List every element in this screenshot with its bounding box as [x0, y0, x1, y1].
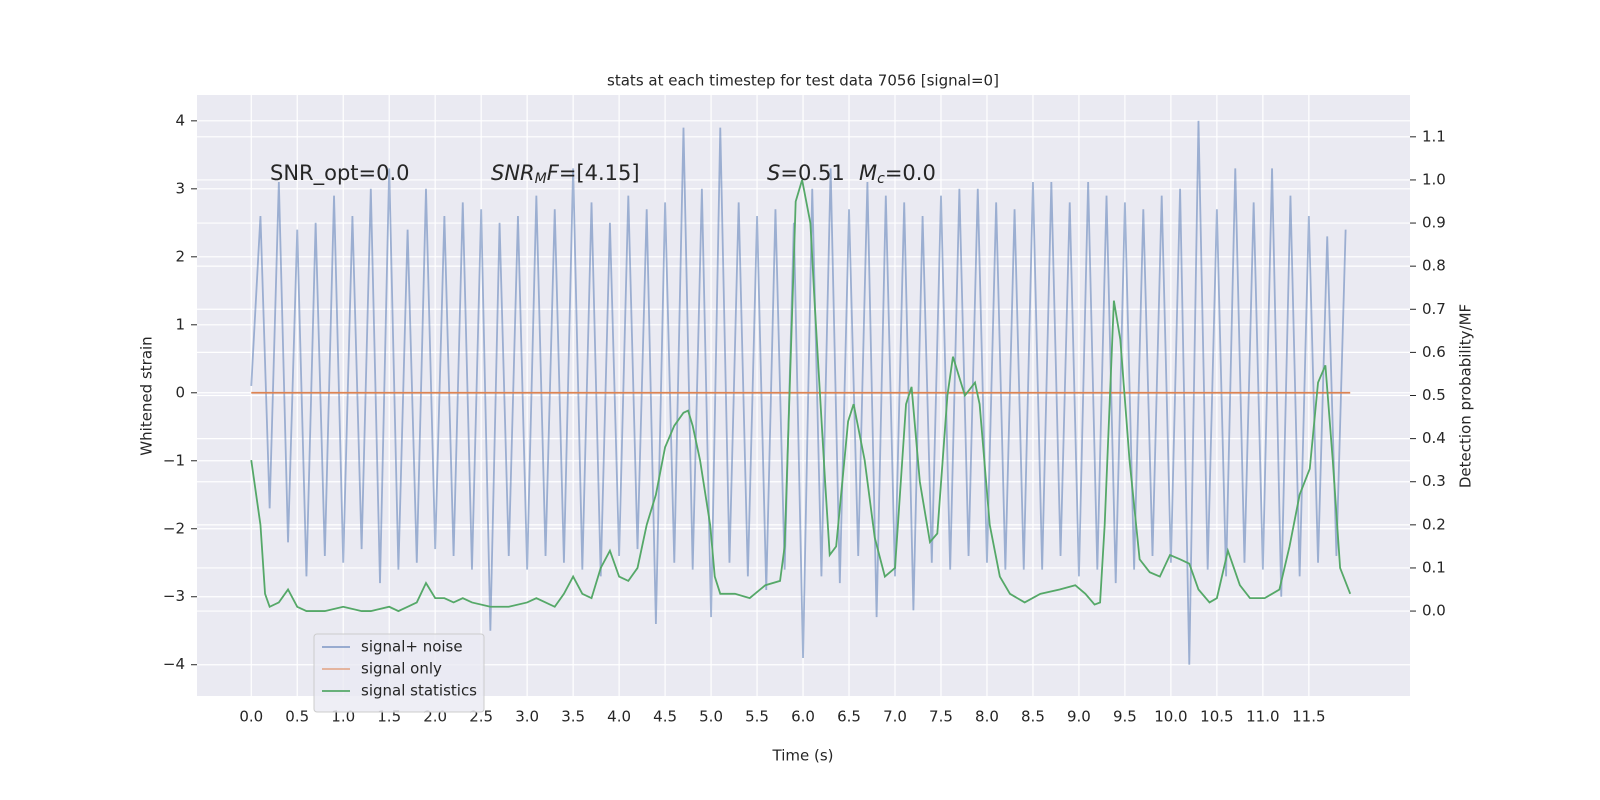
annotation-part: F	[547, 161, 560, 185]
x-tick-label: 9.5	[1113, 708, 1137, 726]
x-tick-label: 5.5	[745, 708, 769, 726]
x-tick-label: 4.0	[607, 708, 631, 726]
y2-tick-label: 0.6	[1422, 343, 1446, 361]
legend-label: signal+ noise	[361, 638, 463, 656]
annotation: SNRMF=[4.15]	[491, 161, 640, 187]
legend: signal+ noise signal only signal statistic…	[313, 633, 485, 713]
legend-label: signal statistics	[361, 682, 477, 700]
y-tick-label: 2	[175, 247, 185, 265]
annotation-part: S	[767, 161, 780, 185]
legend-box	[313, 633, 485, 713]
annotation-part: =[4.15]	[559, 161, 640, 185]
y2-tick-label: 0.0	[1422, 602, 1446, 620]
y2-tick-label: 0.7	[1422, 300, 1446, 318]
x-tick-label: 0.5	[285, 708, 309, 726]
y-axis-label: Whitened strain	[138, 336, 156, 455]
annotation-part: M	[535, 171, 547, 187]
y2-tick-label: 0.5	[1422, 386, 1446, 404]
y-tick-label: −2	[163, 519, 185, 537]
series-line	[250, 179, 1352, 613]
x-axis-label: Time (s)	[772, 747, 834, 765]
annotation-part: c	[877, 171, 885, 187]
x-tick-label: 8.5	[1021, 708, 1045, 726]
y2-tick-label: 0.8	[1422, 257, 1446, 275]
y-tick-label: 4	[175, 111, 185, 129]
y2-tick-label: 0.3	[1422, 472, 1446, 490]
legend-label: signal only	[361, 660, 442, 678]
annotation: S=0.51	[767, 161, 845, 185]
x-tick-label: 6.5	[837, 708, 861, 726]
series-line	[250, 120, 1347, 665]
annotation-part: SNR_opt=0.0	[270, 161, 410, 186]
x-tick-label: 10.5	[1200, 708, 1233, 726]
y2-tick-label: 1.0	[1422, 170, 1446, 188]
annotation: Mc=0.0	[859, 161, 936, 187]
axes: 0.0 0.5 1.0 1.5 2.0 2.5 3.0 3.5 4.0 4.5 5.0 5.5 6.0 6…	[163, 111, 1446, 725]
x-tick-label: 6.0	[791, 708, 815, 726]
y2-tick-label: 0.4	[1422, 429, 1446, 447]
y-tick-label: 0	[175, 383, 185, 401]
chart-title: stats at each timestep for test data 705…	[607, 72, 999, 90]
x-tick-label: 5.0	[699, 708, 723, 726]
annotation-part: M	[859, 161, 877, 185]
x-tick-label: 8.0	[975, 708, 999, 726]
x-tick-label: 7.5	[929, 708, 953, 726]
x-tick-label: 3.0	[515, 708, 539, 726]
x-tick-label: 3.5	[561, 708, 585, 726]
x-tick-label: 0.0	[239, 708, 263, 726]
y2-axis-label: Detection probability/MF	[1457, 304, 1475, 488]
marks	[250, 120, 1352, 665]
y2-tick-label: 1.1	[1422, 127, 1446, 145]
x-tick-label: 11.5	[1292, 708, 1325, 726]
y-tick-label: 3	[175, 179, 185, 197]
x-tick-label: 7.0	[883, 708, 907, 726]
annotation-part: =0.0	[885, 161, 936, 185]
y2-tick-label: 0.1	[1422, 558, 1446, 576]
y-tick-label: −3	[163, 587, 185, 605]
x-tick-label: 4.5	[653, 708, 677, 726]
annotation-part: SNR	[491, 161, 535, 185]
y2-tick-label: 0.2	[1422, 515, 1446, 533]
x-tick-label: 9.0	[1067, 708, 1091, 726]
x-tick-label: 11.0	[1246, 708, 1279, 726]
y2-tick-label: 0.9	[1422, 214, 1446, 232]
x-tick-label: 10.0	[1154, 708, 1187, 726]
y-tick-label: −1	[163, 451, 185, 469]
annotation: SNR_opt=0.0	[270, 161, 410, 186]
annotation-part: =0.51	[780, 161, 844, 185]
y-tick-label: −4	[163, 655, 185, 673]
y-tick-label: 1	[175, 315, 185, 333]
